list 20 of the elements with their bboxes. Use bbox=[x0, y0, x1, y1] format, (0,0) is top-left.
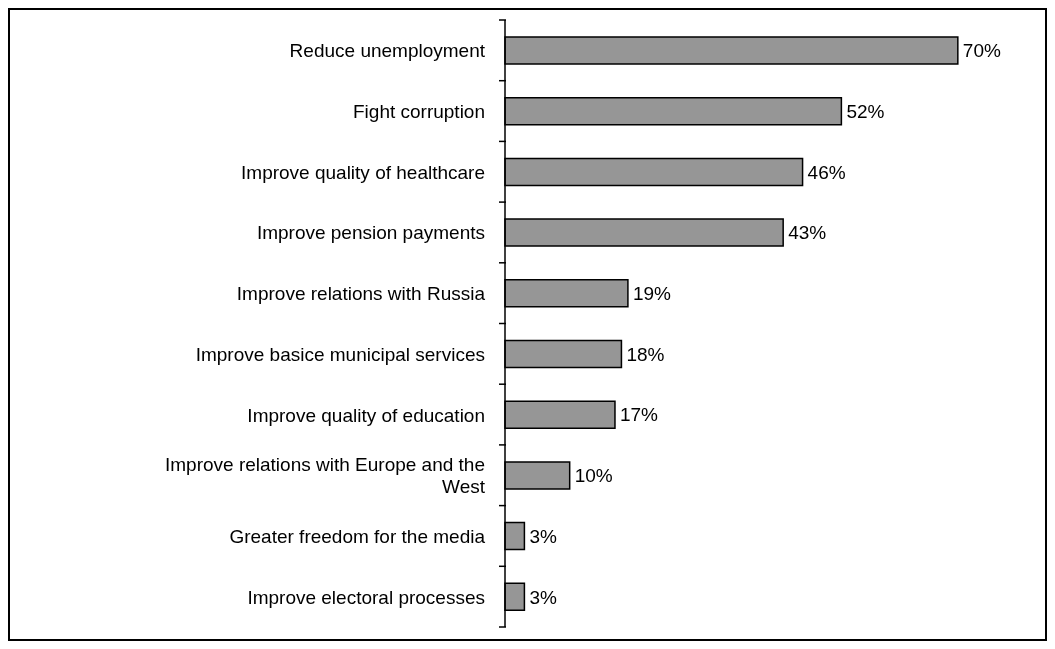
y-tick-label: Fight corruption bbox=[352, 100, 485, 122]
data-label: 52% bbox=[846, 100, 885, 122]
y-tick-label: Improve pension payments bbox=[256, 221, 485, 243]
data-label: 3% bbox=[529, 525, 557, 547]
data-label: 10% bbox=[574, 465, 613, 487]
y-tick-label: Improve quality of healthcare bbox=[241, 161, 485, 183]
data-label: 43% bbox=[788, 222, 827, 244]
data-label: 18% bbox=[626, 343, 665, 365]
data-label: 3% bbox=[529, 586, 557, 608]
y-tick-label: Improve relations with Europe and the West bbox=[164, 453, 486, 497]
data-label: 70% bbox=[962, 40, 1001, 62]
y-tick-label: Improve quality of education bbox=[247, 404, 485, 426]
y-tick-label: Reduce unemployment bbox=[289, 39, 486, 61]
y-tick-label: Improve electoral processes bbox=[247, 586, 485, 608]
data-label: 46% bbox=[807, 161, 846, 183]
data-label: 19% bbox=[632, 283, 672, 305]
data-label: 17% bbox=[619, 404, 659, 426]
y-tick-label: Improve basice municipal services bbox=[195, 343, 485, 365]
y-tick-label: Improve relations with Russia bbox=[236, 282, 486, 304]
y-tick-label: Greater freedom for the media bbox=[229, 525, 486, 547]
